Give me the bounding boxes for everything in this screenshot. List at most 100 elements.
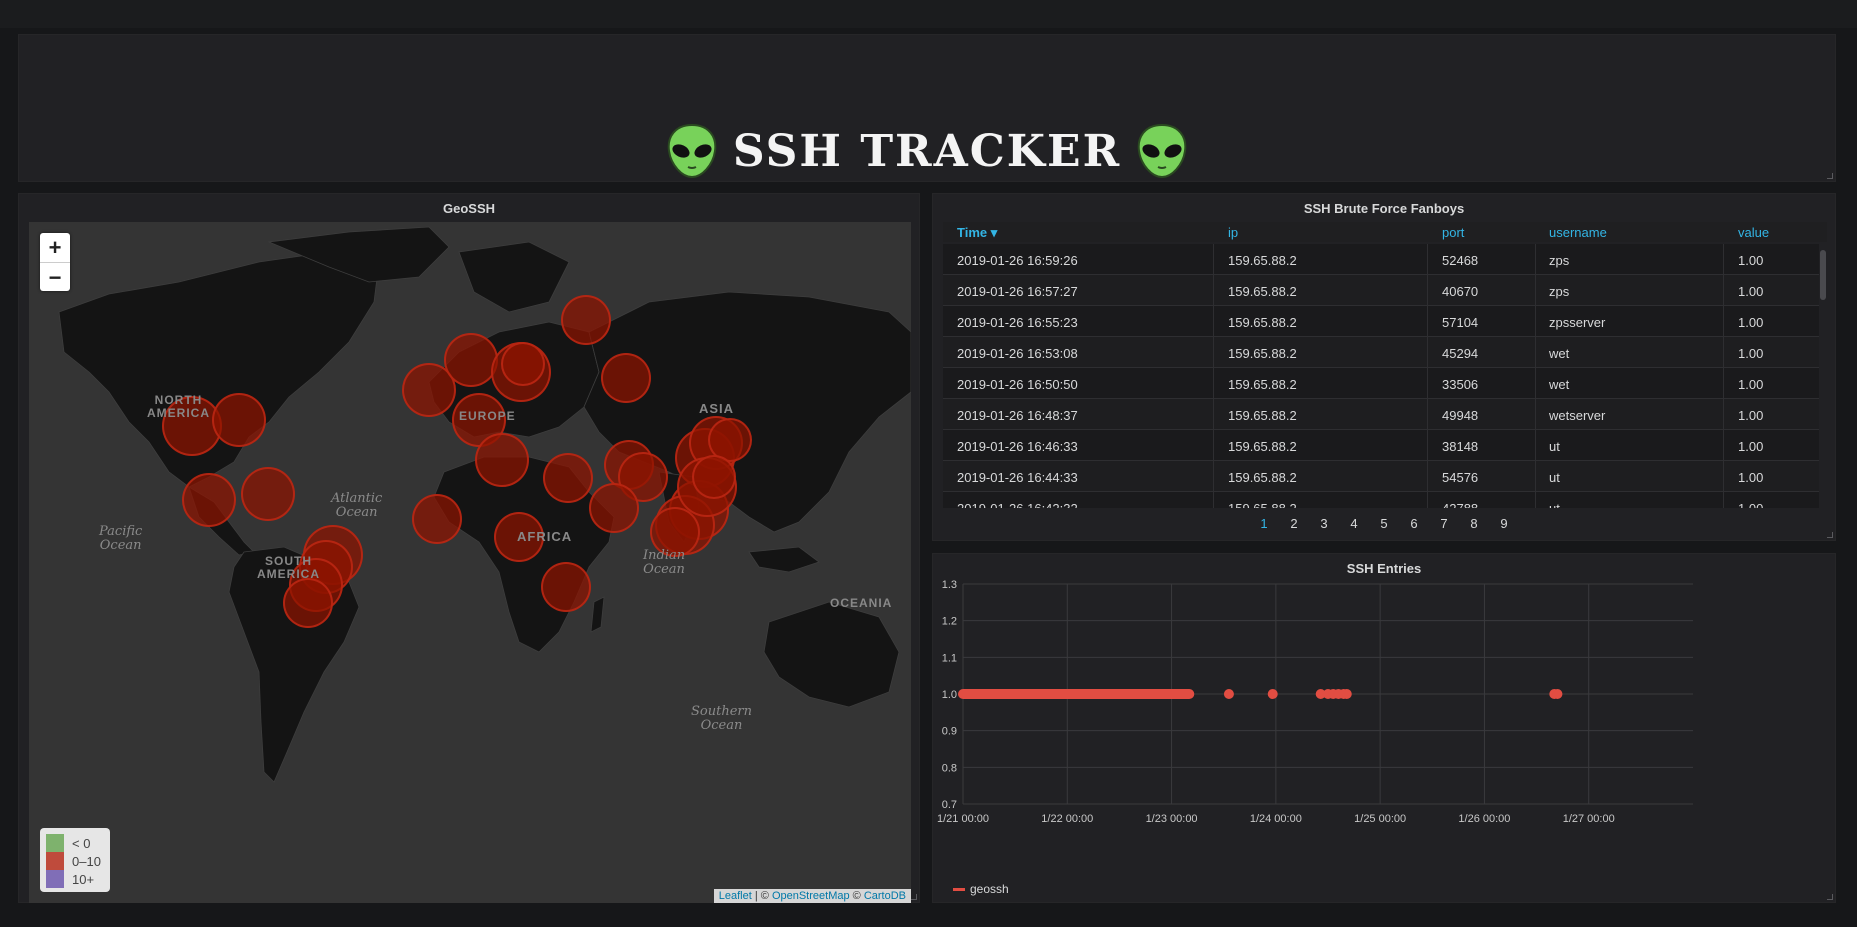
attribution-separator: | © (751, 890, 772, 902)
column-separator (1535, 337, 1536, 368)
data-point[interactable] (1267, 689, 1278, 699)
table-cell: 1.00 (1738, 346, 1764, 361)
table-cell: ut (1549, 501, 1560, 508)
legend-item: < 0 (46, 834, 104, 852)
table-row: 2019-01-26 16:44:33 159.65.88.2 54576 ut 1.0… (943, 461, 1819, 492)
column-separator (1427, 368, 1428, 399)
map-marker[interactable] (412, 494, 462, 544)
page-link[interactable]: 8 (1470, 516, 1478, 531)
page-link[interactable]: 2 (1290, 516, 1298, 531)
zoom-in-button[interactable]: + (48, 235, 62, 260)
legend-label: < 0 (72, 835, 91, 851)
map-marker[interactable] (650, 507, 700, 557)
map-label-oceania: OCEANIA (830, 596, 893, 610)
column-header-time[interactable]: Time ▾ (957, 225, 998, 240)
y-tick-label: 0.7 (942, 799, 957, 811)
map-marker[interactable] (494, 512, 544, 562)
zoom-control: + − (40, 233, 70, 291)
resize-handle[interactable] (1827, 894, 1833, 900)
map-marker[interactable] (692, 455, 736, 499)
column-separator (1535, 399, 1536, 430)
leaflet-link[interactable]: Leaflet (718, 890, 752, 902)
table-cell: 1.00 (1738, 377, 1764, 392)
page-link[interactable]: 9 (1500, 516, 1508, 531)
legend-swatch (46, 834, 64, 852)
column-separator (1427, 399, 1428, 430)
table-cell: 159.65.88.2 (1228, 315, 1297, 330)
page-link[interactable]: 4 (1350, 516, 1358, 531)
map-marker[interactable] (212, 393, 266, 447)
page-link[interactable]: 5 (1380, 516, 1388, 531)
map-marker[interactable] (475, 433, 529, 487)
map-marker[interactable] (182, 473, 236, 527)
column-separator (1213, 492, 1214, 508)
table-cell: 2019-01-26 16:50:50 (957, 377, 1078, 392)
page-link[interactable]: 7 (1440, 516, 1448, 531)
column-separator (1213, 244, 1214, 275)
y-tick-label: 0.9 (942, 726, 957, 738)
x-tick-label: 1/27 00:00 (1563, 813, 1615, 825)
column-header-username[interactable]: username (1549, 225, 1607, 240)
data-point[interactable] (1315, 689, 1326, 699)
panel-title: SSH Entries (1346, 561, 1422, 576)
column-separator (1723, 306, 1724, 337)
column-separator (1535, 306, 1536, 337)
x-tick-label: 1/24 00:00 (1250, 813, 1302, 825)
data-point[interactable] (1341, 689, 1352, 699)
map-marker[interactable] (444, 333, 498, 387)
map-label-south-america: SOUTH AMERICA (257, 554, 320, 581)
column-separator (1427, 337, 1428, 368)
column-separator (1723, 275, 1724, 306)
map-label-asia: ASIA (699, 401, 735, 416)
page-link[interactable]: 3 (1320, 516, 1328, 531)
column-header-value[interactable]: value (1738, 225, 1770, 240)
map-marker[interactable] (241, 467, 295, 521)
table-cell: wetserver (1549, 408, 1606, 423)
column-separator (1535, 430, 1536, 461)
world-map[interactable]: NORTH AMERICA SOUTH AMERICA EUROPE ASIA … (29, 222, 911, 903)
column-header-port[interactable]: port (1442, 225, 1465, 240)
map-marker[interactable] (543, 453, 593, 503)
page-link[interactable]: 1 (1260, 516, 1268, 531)
column-separator (1213, 368, 1214, 399)
data-point[interactable] (1223, 689, 1234, 699)
table-cell: 159.65.88.2 (1228, 284, 1297, 299)
table-cell: ut (1549, 439, 1560, 454)
column-separator (1213, 461, 1214, 492)
table-cell: 57104 (1442, 315, 1479, 330)
cartodb-link[interactable]: CartoDB (863, 890, 906, 902)
legend-swatch (46, 852, 64, 870)
resize-handle[interactable] (1827, 532, 1833, 538)
resize-handle[interactable] (911, 894, 917, 900)
column-separator (1535, 461, 1536, 492)
table-cell: 1.00 (1738, 408, 1764, 423)
table-scrollbar[interactable] (1820, 250, 1826, 300)
map-label-atlantic: Atlantic Ocean (331, 491, 383, 520)
table-cell: 159.65.88.2 (1228, 439, 1297, 454)
table-row: 2019-01-26 16:50:50 159.65.88.2 33506 wet 1.… (943, 368, 1819, 399)
map-marker[interactable] (541, 562, 591, 612)
table-cell: 159.65.88.2 (1228, 346, 1297, 361)
map-label-indian: Indian Ocean (643, 548, 686, 577)
y-tick-label: 1.3 (942, 579, 957, 591)
x-tick-label: 1/22 00:00 (1041, 813, 1093, 825)
x-tick-label: 1/25 00:00 (1354, 813, 1406, 825)
data-point[interactable] (1552, 689, 1563, 699)
y-tick-label: 0.8 (942, 762, 957, 774)
map-marker[interactable] (561, 295, 611, 345)
table-row: 2019-01-26 16:42:32 159.65.88.2 42788 ut 1.0… (943, 492, 1819, 508)
resize-handle[interactable] (1827, 173, 1833, 179)
map-marker[interactable] (501, 342, 545, 386)
map-marker[interactable] (283, 578, 333, 628)
map-panel: GeoSSH (18, 193, 920, 903)
zoom-out-button[interactable]: − (40, 262, 70, 291)
map-marker[interactable] (601, 353, 651, 403)
map-marker[interactable] (589, 483, 639, 533)
page-link[interactable]: 6 (1410, 516, 1418, 531)
openstreetmap-link[interactable]: OpenStreetMap (771, 890, 850, 902)
column-header-ip[interactable]: ip (1228, 225, 1239, 240)
column-separator (1213, 399, 1214, 430)
table-cell: 52468 (1442, 253, 1479, 268)
graph-legend[interactable]: geossh (953, 882, 1009, 896)
map-label-north-america: NORTH AMERICA (147, 393, 210, 420)
